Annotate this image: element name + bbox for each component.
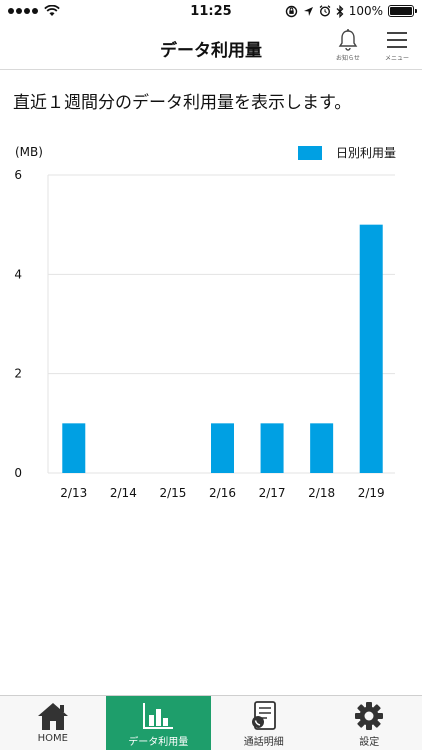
x-tick-label: 2/16 bbox=[209, 486, 236, 500]
tab-home[interactable]: HOME bbox=[0, 696, 106, 750]
daily-usage-bar-chart: (MB) 日別利用量 0 2 4 6 2/13 2/14 2/15 2/16 2/17 2/18 2/1… bbox=[14, 145, 396, 500]
x-tick-label: 2/19 bbox=[358, 486, 385, 500]
bluetooth-icon bbox=[336, 4, 344, 18]
x-tick-label: 2/17 bbox=[259, 486, 286, 500]
bar-chart-icon bbox=[143, 703, 174, 729]
notice-button-label: お知らせ bbox=[336, 55, 360, 62]
legend-swatch bbox=[298, 146, 322, 160]
tab-call-details[interactable]: 通話明細 bbox=[211, 696, 317, 750]
battery-icon bbox=[388, 5, 417, 17]
status-time: 11:25 bbox=[190, 4, 232, 19]
y-tick-label: 6 bbox=[14, 168, 22, 182]
bar-2-17 bbox=[260, 423, 284, 473]
intro-text: 直近１週間分のデータ利用量を表示します。 bbox=[13, 93, 352, 113]
page-title: データ利用量 bbox=[160, 41, 262, 61]
x-tick-label: 2/14 bbox=[110, 486, 137, 500]
tab-call-details-label: 通話明細 bbox=[243, 737, 284, 748]
x-tick-label: 2/15 bbox=[159, 486, 186, 500]
battery-percentage: 100% bbox=[348, 4, 383, 18]
x-tick-label: 2/13 bbox=[60, 486, 87, 500]
bell-icon bbox=[338, 29, 358, 51]
location-icon bbox=[303, 6, 313, 16]
tab-data-usage-label: データ利用量 bbox=[128, 737, 189, 748]
x-tick-label: 2/18 bbox=[308, 486, 335, 500]
y-axis-label: (MB) bbox=[15, 145, 43, 159]
tab-settings[interactable]: 設定 bbox=[317, 696, 422, 750]
status-bar: 11:25 100% bbox=[0, 0, 422, 24]
bar-2-16 bbox=[211, 423, 234, 473]
status-right: 100% bbox=[285, 4, 417, 18]
screen-lock-icon bbox=[285, 5, 297, 17]
battery-level-fill bbox=[390, 7, 412, 15]
home-icon bbox=[37, 703, 68, 730]
tab-data-usage[interactable]: データ利用量 bbox=[105, 696, 211, 750]
call-details-icon bbox=[251, 701, 276, 730]
wifi-icon bbox=[44, 5, 60, 16]
y-tick-label: 0 bbox=[14, 466, 22, 480]
bar-2-18 bbox=[310, 423, 334, 473]
notice-button[interactable]: お知らせ bbox=[326, 28, 370, 68]
gear-icon bbox=[355, 702, 384, 730]
nav-header: データ利用量 お知らせ メニュー bbox=[0, 24, 422, 70]
status-left bbox=[8, 5, 60, 17]
alarm-icon bbox=[319, 5, 331, 17]
legend-label: 日別利用量 bbox=[336, 146, 396, 160]
y-tick-label: 2 bbox=[14, 367, 22, 381]
tab-bar: HOME データ利用量 通話明細 bbox=[0, 695, 422, 750]
tab-home-label: HOME bbox=[37, 733, 68, 744]
menu-button-label: メニュー bbox=[384, 55, 409, 62]
signal-strength-icon bbox=[8, 8, 38, 14]
bar-2-13 bbox=[62, 423, 86, 473]
tab-settings-label: 設定 bbox=[359, 737, 380, 748]
bar-2-19 bbox=[359, 224, 383, 473]
y-tick-label: 4 bbox=[14, 267, 22, 281]
hamburger-menu-icon bbox=[387, 32, 407, 48]
menu-button[interactable]: メニュー bbox=[375, 28, 419, 68]
